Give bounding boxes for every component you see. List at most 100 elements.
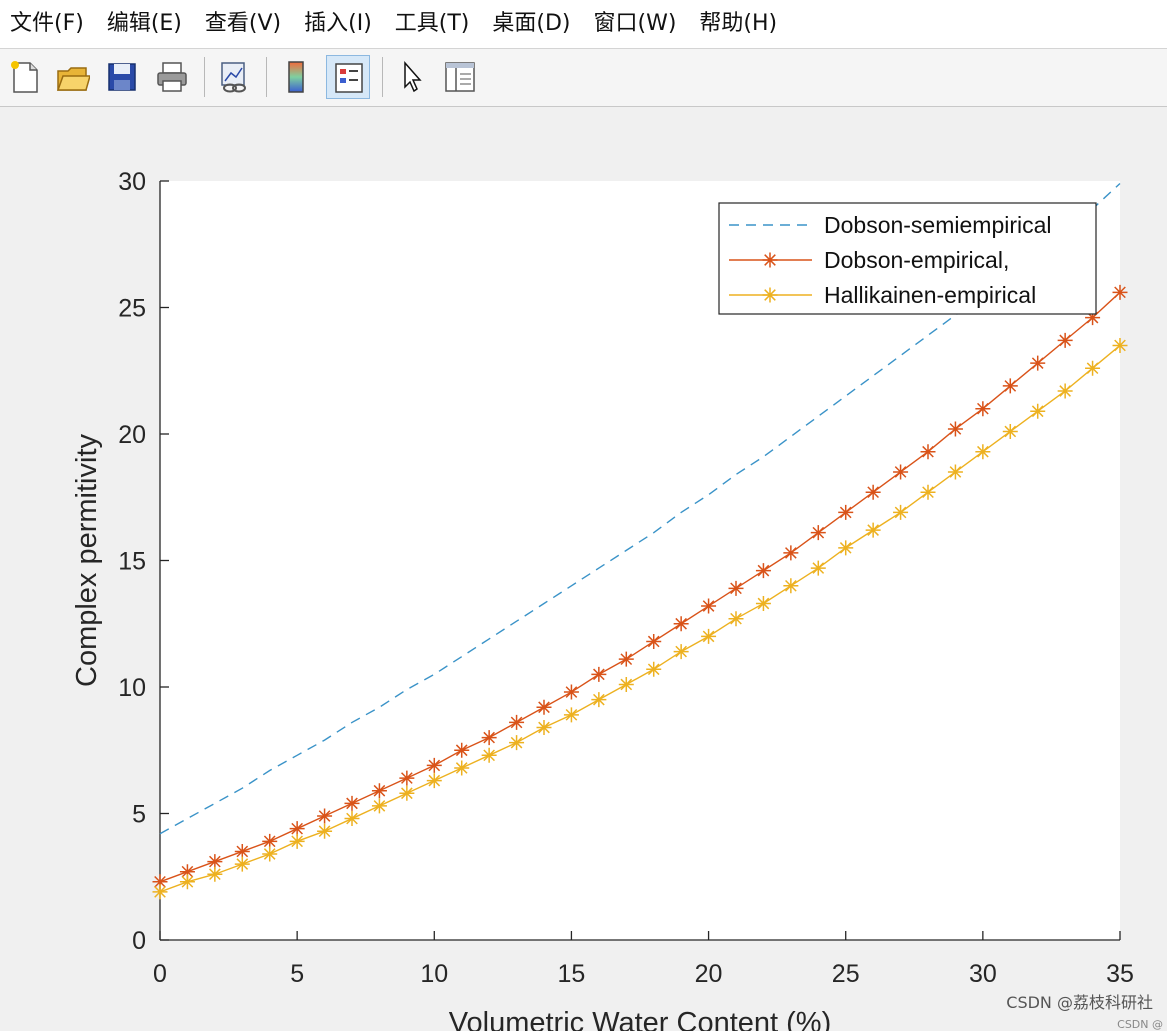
data-point — [618, 676, 634, 692]
x-tick-label: 0 — [153, 960, 167, 988]
x-tick-label: 15 — [558, 960, 586, 988]
edit-plot-arrow-button[interactable] — [390, 55, 434, 99]
data-point — [783, 578, 799, 594]
legend-entry-1: Dobson-empirical, — [824, 247, 1009, 273]
data-point — [1057, 383, 1073, 399]
data-point — [454, 760, 470, 776]
data-point — [152, 884, 168, 900]
toolbar-separator — [204, 57, 205, 97]
data-point — [975, 401, 991, 417]
data-point — [509, 735, 525, 751]
data-point — [481, 747, 497, 763]
new-file-button[interactable] — [2, 55, 46, 99]
menu-item-5[interactable]: 桌面(D) — [492, 11, 571, 36]
y-tick-label: 25 — [118, 295, 146, 323]
data-point — [1085, 310, 1101, 326]
toolbar — [0, 49, 1167, 107]
data-point — [234, 856, 250, 872]
data-point — [179, 874, 195, 890]
data-point — [1030, 403, 1046, 419]
data-point — [893, 504, 909, 520]
data-point — [509, 714, 525, 730]
print-button[interactable] — [150, 55, 194, 99]
data-point — [317, 808, 333, 824]
colorbar-button[interactable] — [274, 55, 318, 99]
data-point — [947, 421, 963, 437]
menu-item-1[interactable]: 编辑(E) — [106, 11, 182, 36]
menu-item-4[interactable]: 工具(T) — [394, 11, 470, 36]
save-icon — [108, 63, 136, 91]
data-point — [152, 874, 168, 890]
series-2 — [152, 337, 1128, 900]
data-point — [810, 560, 826, 576]
data-point — [207, 854, 223, 870]
series-line-2 — [159, 344, 1121, 893]
menu-bar: 文件(F) 编辑(E) 查看(V) 插入(I) 工具(T) 桌面(D) 窗口(W) 帮助(H) — [0, 0, 1167, 49]
menu-item-3[interactable]: 插入(I) — [304, 11, 372, 36]
x-tick-label: 10 — [420, 960, 448, 988]
data-point — [947, 464, 963, 480]
data-point — [701, 628, 717, 644]
data-point — [865, 522, 881, 538]
toolbar-separator — [382, 57, 383, 97]
data-point — [344, 795, 360, 811]
data-point — [289, 833, 305, 849]
data-point — [1112, 284, 1128, 300]
data-point — [426, 757, 442, 773]
edit-plot-arrow-icon — [404, 61, 422, 93]
data-point — [1085, 360, 1101, 376]
x-tick-label: 20 — [695, 960, 723, 988]
open-folder-icon — [56, 67, 90, 91]
x-tick-label: 35 — [1106, 960, 1134, 988]
watermark: CSDN @荔枝科研社 — [1006, 993, 1153, 1012]
data-point — [975, 444, 991, 460]
data-point — [1057, 332, 1073, 348]
menu-item-6[interactable]: 窗口(W) — [593, 11, 677, 36]
link-plot-button[interactable] — [212, 55, 256, 99]
data-point — [1030, 355, 1046, 371]
data-point — [646, 633, 662, 649]
data-point — [207, 866, 223, 882]
data-point — [673, 644, 689, 660]
y-axis-label: Complex permitivity — [71, 434, 103, 687]
legend-entry-0: Dobson-semiempirical — [824, 212, 1052, 238]
legend-icon — [335, 63, 363, 93]
link-plot-icon — [221, 62, 246, 93]
menu-item-2[interactable]: 查看(V) — [204, 11, 282, 36]
plot-canvas: 0 5 10 15 20 25 30 35 0 5 10 15 20 25 30 Volumetric Wat… — [71, 168, 1134, 1031]
menu-item-0[interactable]: 文件(F) — [10, 11, 84, 36]
y-tick-label: 20 — [118, 421, 146, 449]
x-axis-label: Volumetric Water Content (%) — [449, 1007, 832, 1031]
y-tick-label: 15 — [118, 548, 146, 576]
data-point — [755, 596, 771, 612]
figure-area: 0 5 10 15 20 25 30 35 0 5 10 15 20 25 30 Volumetric Wat… — [0, 107, 1167, 1031]
legend-button[interactable] — [326, 55, 370, 99]
x-tick-label: 30 — [969, 960, 997, 988]
data-point — [591, 666, 607, 682]
data-point — [1002, 378, 1018, 394]
data-point — [673, 616, 689, 632]
open-folder-button[interactable] — [50, 55, 94, 99]
y-tick-label: 5 — [132, 801, 146, 829]
print-icon — [157, 62, 187, 92]
property-inspector-button[interactable] — [438, 55, 482, 99]
data-point — [481, 730, 497, 746]
save-button[interactable] — [100, 55, 144, 99]
x-tick-label: 5 — [290, 960, 304, 988]
data-point — [646, 661, 662, 677]
data-point — [289, 821, 305, 837]
data-point — [755, 563, 771, 579]
data-point — [371, 783, 387, 799]
menu-item-7[interactable]: 帮助(H) — [699, 11, 778, 36]
data-point — [838, 540, 854, 556]
data-point — [563, 684, 579, 700]
data-point — [783, 545, 799, 561]
data-point — [810, 525, 826, 541]
legend-marker-1 — [762, 252, 778, 268]
data-point — [179, 864, 195, 880]
data-point — [536, 699, 552, 715]
data-point — [1002, 423, 1018, 439]
data-point — [371, 798, 387, 814]
data-point — [893, 464, 909, 480]
series-1 — [152, 284, 1128, 890]
